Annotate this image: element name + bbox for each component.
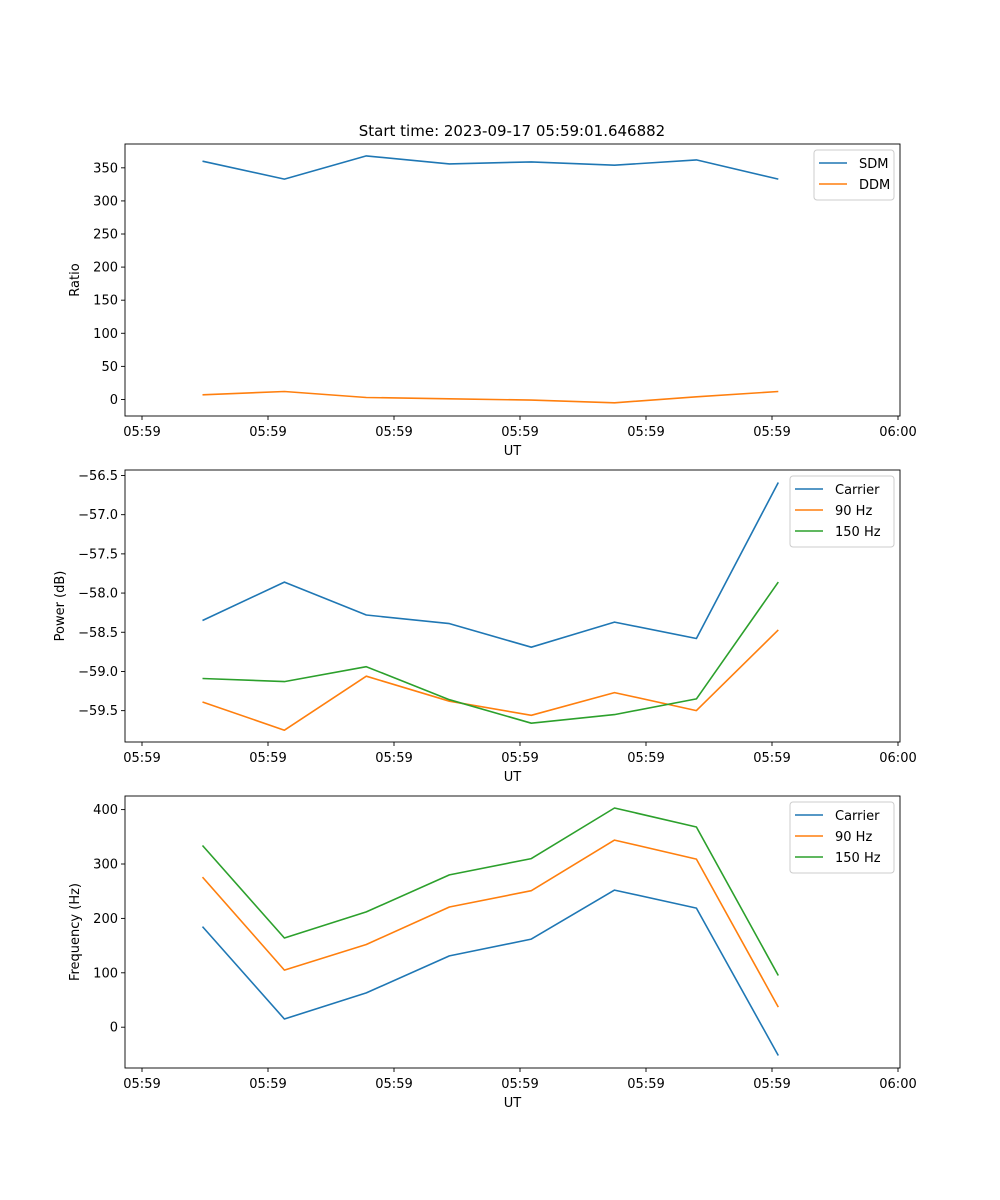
- power-x-tick-label: 05:59: [501, 751, 538, 766]
- ratio-y-tick-label: 100: [93, 327, 118, 342]
- ratio-y-tick-label: 300: [93, 194, 118, 209]
- frequency-y-tick-label: 300: [93, 858, 118, 873]
- ratio-x-tick-label: 05:59: [375, 425, 412, 440]
- ratio-legend: SDM DDM: [813, 149, 895, 201]
- frequency-y-axis-label: Frequency (Hz): [68, 883, 83, 981]
- power-axes-frame: [124, 469, 901, 743]
- ratio-y-tick-label: 250: [93, 228, 118, 243]
- frequency-legend: Carrier 90 Hz 150 Hz: [789, 801, 895, 874]
- frequency-legend-label-90-hz: 90 Hz: [835, 830, 872, 845]
- power-legend-label-150-hz: 150 Hz: [835, 525, 881, 540]
- ratio-x-tick-label: 05:59: [501, 425, 538, 440]
- power-x-tick-label: 05:59: [627, 751, 664, 766]
- power-x-tick-label: 05:59: [375, 751, 412, 766]
- frequency-x-tick-label: 05:59: [375, 1077, 412, 1092]
- power-y-tick-label: −59.0: [78, 665, 118, 680]
- ratio-y-tick-label: 0: [110, 393, 118, 408]
- frequency-series-90-hz-line: [201, 839, 779, 1008]
- frequency-x-tick-label: 06:00: [879, 1077, 916, 1092]
- power-series-150-hz-line: [202, 581, 779, 725]
- frequency-legend-box: [789, 801, 895, 874]
- ratio-x-tick-label: 05:59: [753, 425, 790, 440]
- ratio-y-axis-label: Ratio: [68, 263, 83, 296]
- ratio-x-tick-label: 05:59: [627, 425, 664, 440]
- frequency-legend-label-150-hz: 150 Hz: [835, 851, 881, 866]
- power-series-90-hz-line: [202, 629, 779, 732]
- frequency-series-150-hz-line: [201, 807, 780, 976]
- frequency-x-axis-label: UT: [504, 1096, 522, 1111]
- ratio-series-sdm-line: [202, 155, 779, 180]
- ratio-legend-label-sdm: SDM: [859, 157, 888, 172]
- frequency-y-tick-label: 0: [110, 1021, 118, 1036]
- ratio-y-tick-label: 200: [93, 261, 118, 276]
- ratio-axes-frame: [124, 143, 901, 417]
- ratio-y-tick-label: 50: [101, 360, 118, 375]
- power-y-tick-label: −58.5: [78, 626, 118, 641]
- frequency-series-carrier-line: [201, 889, 779, 1056]
- frequency-x-tick-label: 05:59: [123, 1077, 160, 1092]
- ratio-legend-label-ddm: DDM: [859, 178, 890, 193]
- power-series-carrier-line: [202, 482, 780, 649]
- power-y-axis-label: Power (dB): [53, 571, 68, 642]
- power-y-tick-label: −58.0: [78, 587, 118, 602]
- power-x-tick-label: 06:00: [879, 751, 916, 766]
- frequency-x-tick-label: 05:59: [627, 1077, 664, 1092]
- power-legend: Carrier 90 Hz 150 Hz: [789, 475, 895, 548]
- ratio-x-tick-label: 05:59: [249, 425, 286, 440]
- ratio-x-tick-label: 06:00: [879, 425, 916, 440]
- frequency-legend-label-carrier: Carrier: [835, 809, 880, 824]
- frequency-y-tick-label: 200: [93, 912, 118, 927]
- frequency-axes-frame: [124, 795, 901, 1069]
- frequency-x-tick-label: 05:59: [753, 1077, 790, 1092]
- frequency-y-tick-label: 400: [93, 803, 118, 818]
- frequency-y-tick-label: 100: [93, 966, 118, 981]
- power-y-tick-label: −57.0: [78, 508, 118, 523]
- power-legend-label-90-hz: 90 Hz: [835, 504, 872, 519]
- power-legend-box: [789, 475, 895, 548]
- power-panel: 05:59 05:59 05:59 05:59 05:59 05:59 06:00 −56.5…: [53, 469, 917, 785]
- ratio-panel: 05:59 05:59 05:59 05:59 05:59 05:59 06:00 0 50 10…: [68, 143, 917, 459]
- power-x-tick-label: 05:59: [123, 751, 160, 766]
- ratio-y-tick-label: 350: [93, 161, 118, 176]
- frequency-x-tick-label: 05:59: [249, 1077, 286, 1092]
- frequency-panel: 05:59 05:59 05:59 05:59 05:59 05:59 06:00 0 100 2…: [68, 795, 917, 1111]
- power-x-axis-label: UT: [504, 770, 522, 785]
- ratio-y-tick-label: 150: [93, 294, 118, 309]
- ratio-x-tick-label: 05:59: [123, 425, 160, 440]
- figure-title: Start time: 2023-09-17 05:59:01.646882: [359, 122, 665, 140]
- power-y-tick-label: −56.5: [78, 469, 118, 484]
- power-x-tick-label: 05:59: [753, 751, 790, 766]
- power-legend-label-carrier: Carrier: [835, 483, 880, 498]
- frequency-x-tick-label: 05:59: [501, 1077, 538, 1092]
- power-x-tick-label: 05:59: [249, 751, 286, 766]
- power-y-tick-label: −57.5: [78, 547, 118, 562]
- ratio-series-ddm-line: [202, 390, 779, 404]
- ratio-x-axis-label: UT: [504, 444, 522, 459]
- power-y-tick-label: −59.5: [78, 704, 118, 719]
